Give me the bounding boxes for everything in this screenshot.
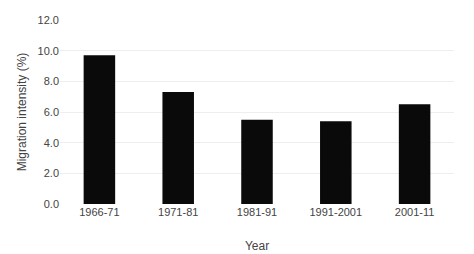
svg-text:4.0: 4.0 (44, 137, 59, 149)
svg-text:8.0: 8.0 (44, 75, 59, 87)
svg-text:Year: Year (245, 239, 269, 253)
svg-text:1971-81: 1971-81 (158, 206, 198, 218)
svg-text:10.0: 10.0 (38, 45, 59, 57)
svg-text:0.0: 0.0 (44, 198, 59, 210)
svg-text:2001-11: 2001-11 (395, 206, 435, 218)
svg-text:2.0: 2.0 (44, 167, 59, 179)
svg-text:6.0: 6.0 (44, 106, 59, 118)
svg-text:12.0: 12.0 (38, 14, 59, 26)
svg-text:1981-91: 1981-91 (237, 206, 277, 218)
svg-text:1966-71: 1966-71 (79, 206, 119, 218)
svg-text:Migration intensity (%): Migration intensity (%) (15, 53, 29, 172)
svg-text:1991-2001: 1991-2001 (309, 206, 362, 218)
